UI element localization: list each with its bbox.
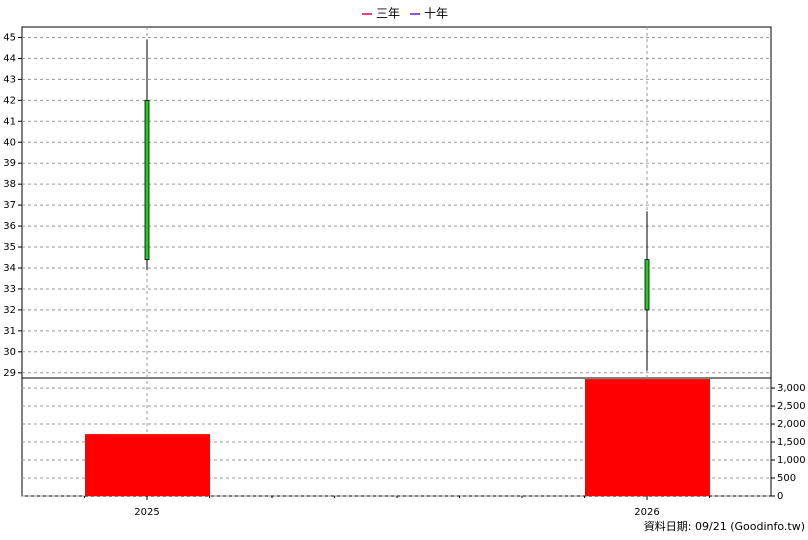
y2-tick-label: 1,000 bbox=[777, 455, 806, 466]
y-tick-label: 35 bbox=[3, 242, 16, 253]
legend: 三年 十年 bbox=[362, 7, 448, 21]
y-tick-label: 29 bbox=[3, 368, 16, 379]
y2-tick-label: 0 bbox=[777, 491, 783, 502]
volume-bar bbox=[85, 434, 210, 496]
legend-label: 十年 bbox=[424, 7, 448, 21]
candle-body bbox=[644, 259, 650, 311]
y-tick-label: 33 bbox=[3, 284, 16, 295]
y2-tick-label: 2,000 bbox=[777, 419, 806, 430]
y-tick-label: 34 bbox=[3, 263, 16, 274]
y-tick-label: 45 bbox=[3, 32, 16, 43]
y-tick-label: 43 bbox=[3, 74, 16, 85]
y-tick-label: 39 bbox=[3, 158, 16, 169]
y-tick-label: 32 bbox=[3, 305, 16, 316]
volume-bar bbox=[585, 379, 710, 496]
y-tick-label: 44 bbox=[3, 53, 16, 64]
y-tick-label: 36 bbox=[3, 221, 16, 232]
y2-tick-label: 500 bbox=[777, 473, 796, 484]
y2-tick-label: 1,500 bbox=[777, 437, 806, 448]
y-tick-label: 40 bbox=[3, 137, 16, 148]
y2-tick-label: 2,500 bbox=[777, 401, 806, 412]
x-tick-label: 2026 bbox=[634, 507, 659, 518]
y2-tick-label: 3,000 bbox=[777, 383, 806, 394]
y-tick-label: 31 bbox=[3, 326, 16, 337]
y-tick-label: 42 bbox=[3, 95, 16, 106]
source-note: 資料日期: 09/21 (Goodinfo.tw) bbox=[644, 519, 805, 533]
candle-body bbox=[144, 99, 150, 261]
y-tick-label: 41 bbox=[3, 116, 16, 127]
y-tick-label: 38 bbox=[3, 179, 16, 190]
x-tick-label: 2025 bbox=[134, 507, 159, 518]
legend-label: 三年 bbox=[376, 7, 400, 21]
y-tick-label: 37 bbox=[3, 200, 16, 211]
y-tick-label: 30 bbox=[3, 347, 16, 358]
